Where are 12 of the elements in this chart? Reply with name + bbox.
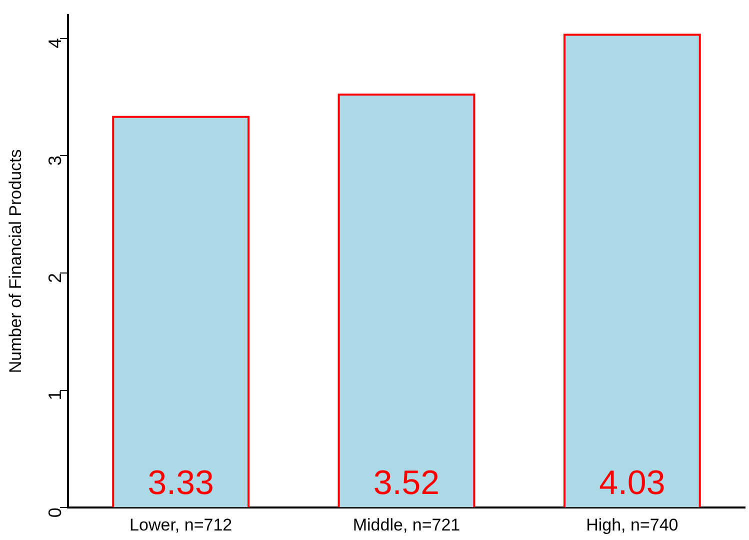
y-tick-label: 3 (44, 156, 65, 166)
y-axis-title: Number of Financial Products (6, 149, 25, 374)
y-tick-label: 0 (44, 508, 65, 518)
data-label: 3.33 (148, 464, 214, 502)
y-tick-label: 1 (44, 390, 65, 400)
y-tick-label: 2 (44, 272, 65, 283)
y-tick-label: 4 (44, 38, 65, 48)
data-label: 4.03 (599, 464, 666, 502)
data-label: 3.52 (373, 464, 440, 502)
x-tick-label: Middle, n=721 (352, 515, 460, 534)
x-tick-label: High, n=740 (586, 515, 678, 534)
x-tick-label: Lower, n=712 (130, 515, 232, 534)
